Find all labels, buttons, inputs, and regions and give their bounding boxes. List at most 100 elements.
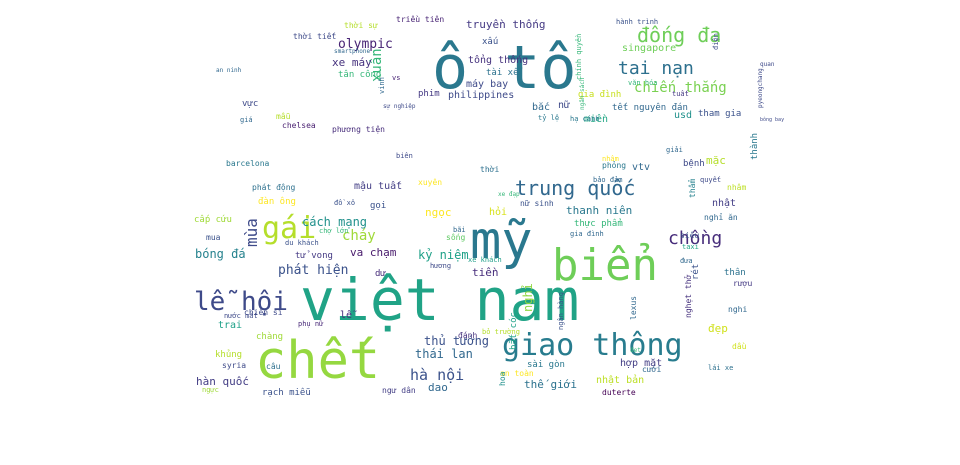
word-syria: syria — [222, 361, 246, 370]
word-thu-tuong: thủ tướng — [424, 334, 489, 348]
word-bao-dam: bảo đảm — [593, 176, 623, 184]
word-tan-cong: tân công — [338, 69, 381, 80]
word-nham: nhâm — [727, 183, 746, 192]
word-my: mỹ — [470, 211, 533, 271]
word-than: thân — [724, 268, 746, 278]
word-mau-tuat: mậu tuất — [354, 180, 402, 192]
word-vinh: vinh — [378, 77, 386, 94]
word-vs: vs — [392, 74, 400, 82]
word-danh: đánh — [458, 331, 477, 340]
word-huong: hương — [430, 262, 451, 270]
word-gia-dinh-2: gia đình — [570, 230, 604, 238]
word-le-hoi: lễ hội — [194, 287, 288, 317]
word-philippines: philippines — [448, 90, 514, 101]
word-thoi-su: thời sự — [344, 20, 378, 30]
word-thanh: thành — [750, 133, 760, 160]
word-xe-dap: xe đạp — [498, 191, 520, 198]
word-lai-xe: lái xe — [708, 364, 733, 372]
word-bien-2: biên — [396, 152, 413, 160]
word-giao-thong: giao thông — [502, 328, 683, 363]
word-ty-le: tỷ lệ — [538, 114, 559, 122]
word-mien: miền — [584, 113, 608, 125]
word-khung: khủng — [215, 349, 242, 360]
word-va-cham: va chạm — [350, 246, 397, 259]
word-bat-coc: bắt cóc — [508, 312, 519, 350]
word-nuoc-mat: nước mắt — [224, 312, 258, 320]
word-taxi: taxi — [682, 243, 699, 251]
word-song: sống — [446, 232, 465, 242]
word-chay-2: chảy — [344, 236, 347, 239]
word-ky-niem: kỷ niệm — [418, 248, 469, 262]
word-giai: giải — [666, 146, 683, 154]
word-tien: tiền — [472, 266, 499, 279]
word-bac: bắc — [532, 101, 550, 113]
word-an-toan: an toàn — [500, 369, 534, 378]
word-thai-lan: thái lan — [415, 347, 473, 361]
word-dep: đẹp — [708, 322, 728, 335]
word-vtv: vtv — [632, 162, 650, 173]
word-xuan: xuân — [369, 48, 385, 82]
word-chet: chết — [255, 331, 380, 391]
word-gia-dinh: gia đình — [578, 90, 621, 100]
word-lexus: lexus — [629, 296, 638, 320]
word-su-nghiep: sự nghiệp — [383, 103, 416, 110]
word-mau: mẫu — [276, 112, 291, 121]
word-pyeongchang: pyeongchang — [757, 68, 764, 108]
word-phong: phỏng — [602, 160, 626, 170]
word-phim: phim — [418, 89, 440, 99]
word-rach-mieu: rạch miễu — [262, 387, 311, 398]
word-bo-truong: bỏ trường — [482, 328, 520, 336]
word-vuc: vực — [242, 99, 258, 109]
word-dao: dao — [428, 381, 448, 394]
word-gia: giá — [240, 116, 253, 124]
word-ngu-dan: ngư dân — [382, 386, 416, 395]
word-phat-hien: phát hiện — [278, 263, 348, 278]
word-dua: đưa — [680, 257, 693, 265]
word-trung-quoc: trung quốc — [515, 176, 635, 200]
word-du-khach: du khách — [285, 239, 319, 247]
word-hanh-trinh: hành trình — [616, 18, 658, 26]
word-duterte: duterte — [602, 388, 636, 397]
word-cho-lon: chợ lớn — [319, 227, 349, 235]
word-dau: dầu — [732, 341, 747, 351]
word-cach-mang: cách mạng — [302, 215, 367, 229]
word-tai-xe: tài xế — [486, 67, 524, 78]
word-det: đẹt — [630, 347, 641, 354]
word-nguc: ngực — [202, 386, 219, 394]
word-barcelona: barcelona — [226, 159, 270, 168]
word-tet-nguyen-dan: tết nguyên đán — [612, 102, 688, 113]
word-nhat: nhật — [712, 197, 736, 209]
word-thuc-pham: thực phẩm — [574, 218, 623, 229]
word-gai: gái — [262, 211, 316, 246]
word-tai-nan: tai nạn — [618, 58, 694, 79]
word-phuong-tien: phương tiện — [332, 125, 385, 134]
word-thoi-tiet: thời tiết — [293, 31, 337, 41]
word-ret: rét — [690, 264, 701, 280]
word-o-to: ô tô — [432, 33, 577, 103]
word-ngoc: ngọc — [425, 206, 452, 219]
word-mua-2: mua — [206, 233, 221, 242]
word-hoa: hoa — [498, 371, 507, 386]
word-cuoi: cưới — [642, 364, 661, 374]
word-trai: trai — [218, 320, 242, 331]
word-sai-gon: sài gòn — [527, 359, 565, 370]
word-xe-may: xe máy — [332, 56, 372, 69]
word-phat-dong: phát động — [252, 183, 296, 192]
word-phu-nu: phụ nữ — [298, 320, 324, 328]
word-chelsea: chelsea — [282, 121, 316, 130]
word-mua: mùa — [242, 218, 261, 247]
word-olympic: olympic — [338, 37, 393, 52]
word-du: dư — [375, 269, 386, 279]
word-chien-thang: chiến thắng — [634, 80, 727, 96]
word-xau: xấu — [482, 36, 498, 47]
word-usd: usd — [674, 110, 692, 121]
word-ngan-hang: ngân hàng — [557, 292, 565, 330]
word-thanh-nien: thanh niên — [566, 204, 632, 217]
word-the-gioi: thế giới — [524, 378, 577, 391]
word-dien: điện — [712, 33, 720, 50]
word-bien: biển — [552, 240, 658, 291]
word-trieu-tien: triều tiên — [396, 14, 444, 24]
word-chang: chàng — [256, 332, 283, 342]
word-nhat-ban: nhật bản — [596, 374, 644, 386]
word-nghi: nghỉ — [521, 283, 535, 312]
